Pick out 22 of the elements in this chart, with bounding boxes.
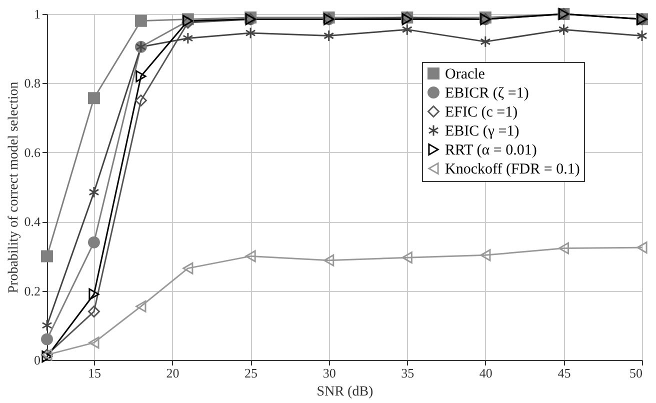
x-tick-label: 15 (88, 366, 101, 380)
legend-label: EFIC (c =1) (445, 104, 518, 120)
x-tick-label: 20 (166, 366, 180, 380)
x-tick-label: 30 (322, 366, 336, 380)
legend-label: EBICR (ζ =1) (445, 86, 529, 102)
legend-label: RRT (α = 0.01) (445, 142, 537, 158)
x-tick-label: 35 (401, 366, 414, 380)
x-tick-label: 40 (479, 366, 492, 380)
y-tick-label: 1 (34, 6, 40, 22)
y-tick-label: 0.4 (24, 214, 41, 230)
y-tick-label: 0.8 (24, 76, 40, 91)
legend-label: Oracle (445, 66, 486, 82)
legend-label: EBIC (γ =1) (445, 124, 520, 140)
y-axis-title: Probability of correct model selection (6, 82, 22, 294)
x-tick-label: 45 (558, 366, 571, 380)
x-axis-title: SNR (dB) (316, 384, 374, 400)
legend-label: Knockoff (FDR = 0.1) (445, 162, 580, 178)
x-tick-label: 25 (244, 366, 258, 380)
x-tick-label: 50 (630, 366, 642, 380)
y-tick-label: 0.6 (24, 144, 41, 160)
y-tick-label: 0.2 (24, 283, 40, 298)
y-tick-label: 0 (34, 352, 40, 368)
